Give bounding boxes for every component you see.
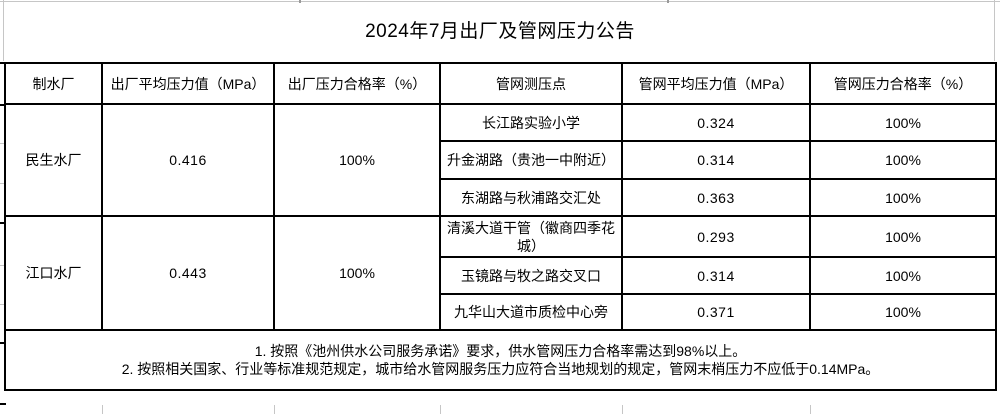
gridline-tick-bottom-5 xyxy=(810,405,811,414)
note-line-2: 2. 按照相关国家、行业等标准规范规定，城市给水管网服务压力应符合当地规划的规定… xyxy=(121,361,880,377)
margin-tick-1 xyxy=(0,62,6,64)
col-header-network-pass-rate: 管网压力合格率（%） xyxy=(809,62,997,105)
network-avg-pressure-cell: 0.293 xyxy=(621,215,811,258)
network-pass-rate-cell: 100% xyxy=(809,103,997,142)
network-point-cell: 长江路实验小学 xyxy=(439,103,623,142)
notes-cell: 1. 按照《池州供水公司服务承诺》要求，供水管网压力合格率需达到98%以上。 2… xyxy=(4,329,997,391)
margin-tick-7 xyxy=(0,304,6,305)
network-point-cell: 升金湖路（贵池一中附近） xyxy=(439,140,623,180)
table-row: 升金湖路（贵池一中附近） 0.314 100% xyxy=(5,140,997,180)
notes-row: 1. 按照《池州供水公司服务承诺》要求，供水管网压力合格率需达到98%以上。 2… xyxy=(4,329,997,391)
table-row: 九华山大道市质检中心旁 0.371 100% xyxy=(5,293,997,331)
col-header-plant: 制水厂 xyxy=(4,62,103,105)
network-pass-rate-cell: 100% xyxy=(809,256,997,295)
gridline-tick-bottom-3 xyxy=(440,405,441,414)
col-header-network-point: 管网测压点 xyxy=(439,62,623,105)
network-pass-rate-cell: 100% xyxy=(809,178,997,217)
network-pass-rate-cell: 100% xyxy=(809,140,997,180)
network-avg-pressure-cell: 0.363 xyxy=(621,178,811,217)
outlet-pass-rate-cell: 100% xyxy=(273,215,441,331)
network-point-cell: 东湖路与秋浦路交汇处 xyxy=(439,178,623,217)
margin-tick-5 xyxy=(0,222,6,224)
network-point-cell: 九华山大道市质检中心旁 xyxy=(439,293,623,331)
col-header-outlet-pass-rate: 出厂压力合格率（%） xyxy=(273,62,441,105)
outlet-pass-rate-cell: 100% xyxy=(273,103,441,217)
pressure-table: 制水厂 出厂平均压力值（MPa） 出厂压力合格率（%） 管网测压点 管网平均压力… xyxy=(4,62,997,391)
margin-tick-8 xyxy=(0,342,6,344)
network-avg-pressure-cell: 0.324 xyxy=(621,103,811,142)
gridline-right xyxy=(994,0,995,61)
gridline-tick-bottom-2 xyxy=(274,405,275,414)
outlet-avg-pressure-cell: 0.443 xyxy=(101,215,275,331)
network-point-cell: 玉镜路与牧之路交叉口 xyxy=(439,256,623,295)
margin-tick-9 xyxy=(0,403,6,405)
outlet-avg-pressure-cell: 0.416 xyxy=(101,103,275,217)
gridline-tick-bottom-4 xyxy=(622,405,623,414)
note-line-1: 1. 按照《池州供水公司服务承诺》要求，供水管网压力合格率需达到98%以上。 xyxy=(254,343,747,359)
network-pass-rate-cell: 100% xyxy=(809,215,997,258)
network-pass-rate-cell: 100% xyxy=(809,293,997,331)
gridline-left xyxy=(3,0,4,61)
gridline-tick-top-1 xyxy=(299,0,301,3)
network-avg-pressure-cell: 0.314 xyxy=(621,140,811,180)
gridline-top xyxy=(0,1,1000,2)
gridline-tick-top-2 xyxy=(667,0,669,3)
network-point-cell: 清溪大道干管（徽商四季花城） xyxy=(439,215,623,258)
page-title: 2024年7月出厂及管网压力公告 xyxy=(365,21,635,42)
network-avg-pressure-cell: 0.314 xyxy=(621,256,811,295)
col-header-network-avg-pressure: 管网平均压力值（MPa） xyxy=(621,62,811,105)
header-row: 制水厂 出厂平均压力值（MPa） 出厂压力合格率（%） 管网测压点 管网平均压力… xyxy=(4,62,997,105)
margin-tick-4 xyxy=(0,183,6,184)
gridline-tick-bottom-1 xyxy=(102,405,103,414)
table-row: 东湖路与秋浦路交汇处 0.363 100% xyxy=(5,178,997,217)
table-row: 民生水厂 0.416 100% 长江路实验小学 0.324 100% xyxy=(4,103,997,217)
margin-tick-2 xyxy=(0,104,6,106)
network-avg-pressure-cell: 0.371 xyxy=(621,293,811,331)
table-row: 江口水厂 0.443 100% 清溪大道干管（徽商四季花城） 0.293 100… xyxy=(4,215,997,331)
col-header-outlet-avg-pressure: 出厂平均压力值（MPa） xyxy=(101,62,275,105)
margin-tick-3 xyxy=(0,143,6,144)
table-row: 玉镜路与牧之路交叉口 0.314 100% xyxy=(5,256,997,295)
plant-name-cell: 民生水厂 xyxy=(4,103,103,217)
plant-name-cell: 江口水厂 xyxy=(4,215,103,331)
margin-tick-6 xyxy=(0,265,6,266)
